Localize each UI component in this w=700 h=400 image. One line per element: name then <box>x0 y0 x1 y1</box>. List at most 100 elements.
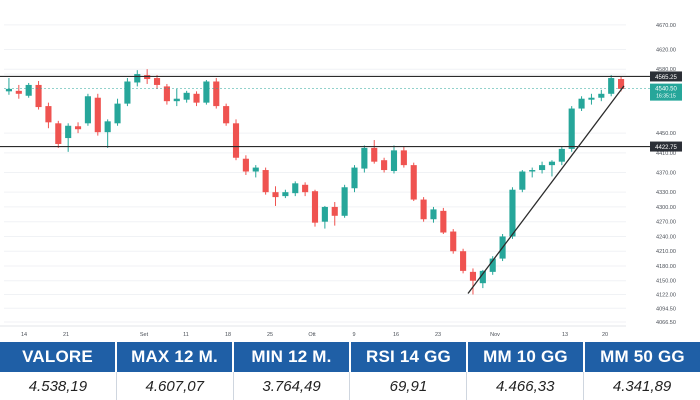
candle-body <box>548 161 556 166</box>
candle-body <box>568 108 575 149</box>
candle <box>608 75 615 97</box>
x-axis: 14 21 Set 11 18 25 Ott 9 16 23 Nov 13 20 <box>0 325 626 338</box>
candle <box>371 140 378 164</box>
candle-body <box>252 167 259 172</box>
stat-value-max-12m: 4.607,07 <box>117 372 234 400</box>
y-tick-label: 4370.00 <box>656 171 676 177</box>
candle-body <box>400 150 407 166</box>
candle <box>351 165 358 193</box>
candle-body <box>193 93 200 103</box>
candle-body <box>361 147 368 169</box>
candle-body <box>15 90 22 94</box>
candle <box>539 161 546 174</box>
candle <box>598 89 605 102</box>
candle <box>84 93 91 126</box>
candle-body <box>65 125 72 139</box>
candle-body <box>213 81 220 107</box>
last-price-label: 4540.50 <box>655 87 677 93</box>
candle <box>262 167 269 195</box>
candle <box>74 122 82 134</box>
y-tick-label: 4150.00 <box>656 279 676 285</box>
candle <box>529 167 536 178</box>
candle-body <box>321 206 328 222</box>
last-price-label-bg <box>650 83 682 101</box>
candle-body <box>5 88 12 92</box>
candle-body <box>104 121 111 133</box>
y-tick-label: 4240.00 <box>656 234 676 240</box>
last-price-time: 16:35:15 <box>656 94 676 100</box>
y-tick-label: 4580.00 <box>656 67 676 73</box>
candle <box>272 186 279 206</box>
candle <box>45 102 52 129</box>
candle <box>302 182 309 197</box>
x-tick-label: 25 <box>267 332 273 338</box>
candle <box>232 119 240 161</box>
candle <box>134 70 141 87</box>
candle-body <box>371 147 378 162</box>
y-tick-label: 4066.50 <box>656 320 676 326</box>
candle <box>381 157 388 173</box>
stat-header-rsi-14gg: RSI 14 GG <box>351 342 468 372</box>
candle <box>479 269 486 289</box>
x-tick-label: 16 <box>393 332 399 338</box>
candle <box>282 189 289 199</box>
candle <box>450 229 457 254</box>
candle <box>410 162 417 202</box>
trendline <box>467 85 625 294</box>
x-tick-label: 23 <box>435 332 441 338</box>
stat-value-min-12m: 3.764,49 <box>234 372 351 400</box>
y-tick-label: 4122.00 <box>656 293 676 299</box>
candle <box>509 187 516 239</box>
candle-body <box>539 165 546 171</box>
candle <box>292 181 299 197</box>
candle-body <box>578 98 585 109</box>
resistance-label-bg <box>650 71 682 82</box>
candle-body <box>134 74 141 83</box>
support-label-bg <box>650 141 682 152</box>
y-tick-label: 4450.00 <box>656 131 676 137</box>
candle-body <box>311 191 319 223</box>
candle <box>114 98 121 126</box>
x-tick-label: Ott <box>308 332 316 338</box>
trendline-line <box>467 85 625 294</box>
candle <box>420 197 427 222</box>
candle-body <box>479 270 486 284</box>
candle-body <box>272 192 279 198</box>
candle <box>15 84 22 99</box>
candle <box>311 189 319 227</box>
x-tick-label: 9 <box>352 332 355 338</box>
x-tick-label: 13 <box>562 332 568 338</box>
candle <box>213 78 220 109</box>
y-tick-label: 4670.00 <box>656 23 676 29</box>
candle <box>588 93 595 105</box>
candle-body <box>144 75 151 80</box>
candle-body <box>183 92 190 100</box>
candle-body <box>242 158 249 172</box>
candle-body <box>223 106 230 124</box>
candle <box>400 146 407 168</box>
candle <box>558 146 565 166</box>
candle-body <box>351 167 358 189</box>
candle-body <box>489 258 496 272</box>
candle <box>341 184 348 218</box>
candle <box>94 93 101 136</box>
candle <box>519 170 526 193</box>
candle <box>469 268 477 295</box>
candle-body <box>598 93 605 98</box>
y-tick-label: 4620.00 <box>656 48 676 54</box>
y-tick-label: 4410.00 <box>656 151 676 157</box>
candle <box>5 78 12 95</box>
candle <box>440 207 447 234</box>
stat-value-rsi-14gg: 69,91 <box>350 372 468 400</box>
candle-body <box>588 97 595 100</box>
y-tick-label: 4270.00 <box>656 220 676 226</box>
candle <box>331 202 338 226</box>
candle-body <box>94 97 101 133</box>
candle <box>55 120 62 148</box>
candle <box>489 256 496 275</box>
candle <box>321 205 328 229</box>
candle-body <box>519 171 526 190</box>
y-tick-label: 4210.00 <box>656 249 676 255</box>
candle <box>193 91 200 107</box>
support-label: 4422.75 <box>655 145 677 151</box>
